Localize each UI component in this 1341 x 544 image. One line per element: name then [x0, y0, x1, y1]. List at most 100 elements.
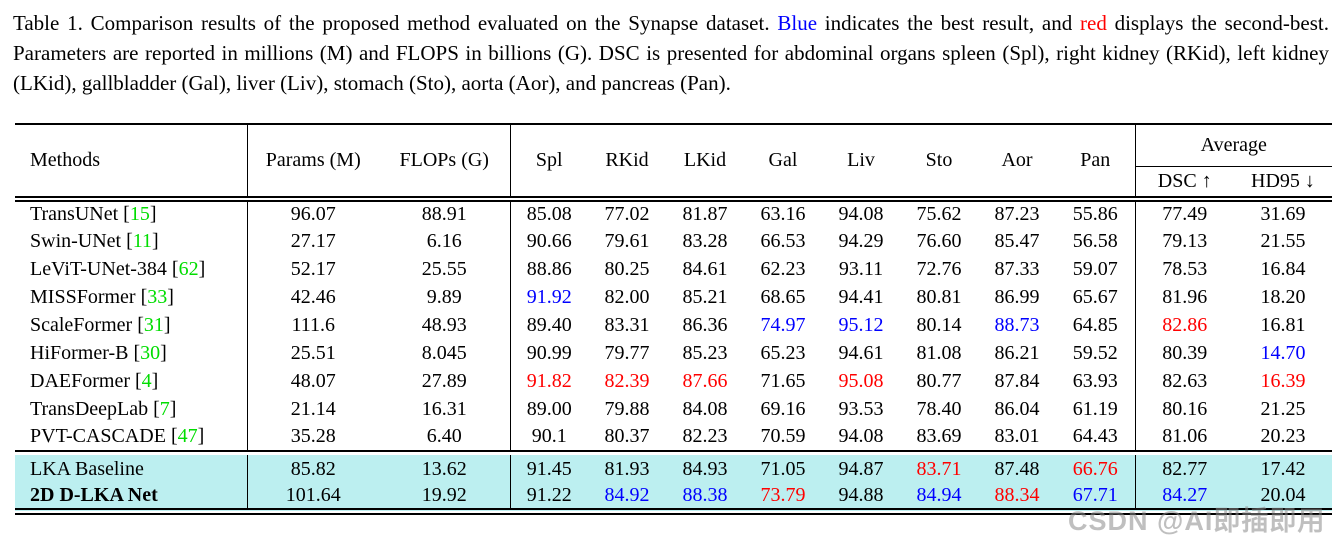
value-cell: 81.96 [1162, 285, 1208, 308]
col-header-sto: Sto [925, 149, 953, 171]
citation-ref: 7 [159, 397, 170, 420]
col-header-lkid: LKid [683, 149, 727, 171]
value-cell: 82.00 [604, 285, 650, 308]
value-cell: 21.55 [1260, 229, 1306, 252]
value-cell: 56.58 [1056, 227, 1136, 255]
value-cell: 77.49 [1162, 203, 1208, 225]
value-cell: 61.19 [1056, 395, 1136, 423]
value-cell: 79.61 [604, 229, 650, 252]
method-name: Swin-UNet [30, 229, 122, 252]
value-cell: 91.22 [510, 483, 588, 511]
value-cell: 83.71 [900, 455, 978, 483]
method-cell: MISSFormer [33] [15, 283, 248, 311]
value-cell: 79.77 [604, 341, 650, 364]
value-cell: 86.36 [682, 313, 728, 336]
value-cell: 87.33 [994, 257, 1040, 280]
value-cell: 96.07 [290, 203, 336, 225]
value-cell: 94.08 [838, 203, 884, 225]
value-cell: 81.93 [588, 455, 666, 483]
table-header: Methods Params (M) FLOPs (G) Spl RKid LK… [15, 124, 1332, 199]
value-cell: 19.92 [379, 483, 511, 511]
value-cell: 91.82 [526, 369, 572, 392]
header-row-1: Methods Params (M) FLOPs (G) Spl RKid LK… [15, 124, 1332, 199]
value-cell: 67.71 [1056, 483, 1136, 511]
value-cell: 82.39 [604, 369, 650, 392]
value-cell: 89.40 [526, 313, 572, 336]
value-cell: 79.88 [604, 397, 650, 420]
method-name: TransUNet [30, 203, 119, 225]
value-cell: 111.6 [291, 313, 335, 336]
value-cell: 55.86 [1056, 199, 1136, 227]
header-row-2: DSC ↑ HD95 ↓ [15, 166, 1332, 199]
value-cell: 52.17 [290, 257, 336, 280]
value-cell: 63.93 [1056, 367, 1136, 395]
value-cell: 27.17 [290, 229, 336, 252]
value-cell: 90.66 [526, 229, 572, 252]
citation-ref: 62 [178, 257, 199, 280]
value-cell: 78.40 [916, 397, 962, 420]
value-cell: 85.47 [994, 229, 1040, 252]
value-cell: 80.37 [604, 425, 650, 447]
value-cell: 80.81 [916, 285, 962, 308]
value-cell: 87.66 [682, 369, 728, 392]
table-row: 2D D-LKA Net 101.64 19.92 91.22 84.92 88.38 73… [15, 483, 1332, 511]
method-name: HiFormer-B [30, 341, 129, 364]
value-cell: 94.88 [822, 483, 900, 511]
method-cell: DAEFormer [4] [15, 367, 248, 395]
citation-ref: 11 [132, 229, 153, 252]
value-cell: 84.93 [666, 455, 744, 483]
value-cell: 70.59 [760, 425, 806, 447]
value-cell: 90.1 [531, 425, 567, 447]
table-row: TransUNet [15] 96.07 88.91 85.08 77.02 81.87 6… [15, 199, 1332, 227]
value-cell: 75.62 [916, 203, 962, 225]
method-name: TransDeepLab [30, 397, 149, 420]
caption-red-word: red [1080, 11, 1107, 35]
value-cell: 80.16 [1162, 397, 1208, 420]
col-header-methods: Methods [15, 124, 248, 199]
method-cell: PVT-CASCADE [47] [15, 423, 248, 451]
value-cell: 66.76 [1056, 455, 1136, 483]
col-header-rkid: RKid [605, 149, 649, 171]
value-cell: 80.39 [1162, 341, 1208, 364]
value-cell: 59.52 [1056, 339, 1136, 367]
value-cell: 88.91 [379, 199, 511, 227]
value-cell: 84.61 [682, 257, 728, 280]
value-cell: 17.42 [1234, 455, 1332, 483]
value-cell: 82.86 [1162, 313, 1208, 336]
table-body: TransUNet [15] 96.07 88.91 85.08 77.02 81.87 6… [15, 199, 1332, 511]
value-cell: 48.07 [290, 369, 336, 392]
value-cell: 31.69 [1260, 203, 1306, 225]
table-row: PVT-CASCADE [47] 35.28 6.40 90.1 80.37 82.23 7… [15, 423, 1332, 451]
value-cell: 81.06 [1162, 425, 1208, 447]
col-header-dsc: DSC ↑ [1157, 169, 1212, 192]
value-cell: 20.04 [1234, 483, 1332, 511]
value-cell: 94.87 [822, 455, 900, 483]
value-cell: 9.89 [379, 283, 511, 311]
value-cell: 62.23 [760, 257, 806, 280]
method-name: LeViT-UNet-384 [30, 257, 167, 280]
method-name: PVT-CASCADE [30, 425, 166, 447]
value-cell: 84.92 [588, 483, 666, 511]
value-cell: 83.31 [604, 313, 650, 336]
value-cell: 25.55 [379, 255, 511, 283]
col-header-spl: Spl [535, 149, 563, 171]
value-cell: 71.65 [760, 369, 806, 392]
table-row: LeViT-UNet-384 [62] 52.17 25.55 88.86 80.25 8… [15, 255, 1332, 283]
value-cell: 59.07 [1056, 255, 1136, 283]
value-cell: 65.67 [1056, 283, 1136, 311]
method-cell: HiFormer-B [30] [15, 339, 248, 367]
method-name: 2D D-LKA Net [30, 483, 158, 506]
col-header-liv: Liv [847, 149, 875, 171]
value-cell: 88.34 [978, 483, 1056, 511]
value-cell: 35.28 [290, 425, 336, 447]
value-cell: 42.46 [290, 285, 336, 308]
value-cell: 83.69 [916, 425, 962, 447]
value-cell: 48.93 [379, 311, 511, 339]
value-cell: 80.14 [916, 313, 962, 336]
value-cell: 74.97 [760, 313, 806, 336]
method-name: LKA Baseline [30, 457, 144, 480]
value-cell: 6.16 [379, 227, 511, 255]
value-cell: 73.79 [744, 483, 822, 511]
method-name: ScaleFormer [30, 313, 133, 336]
